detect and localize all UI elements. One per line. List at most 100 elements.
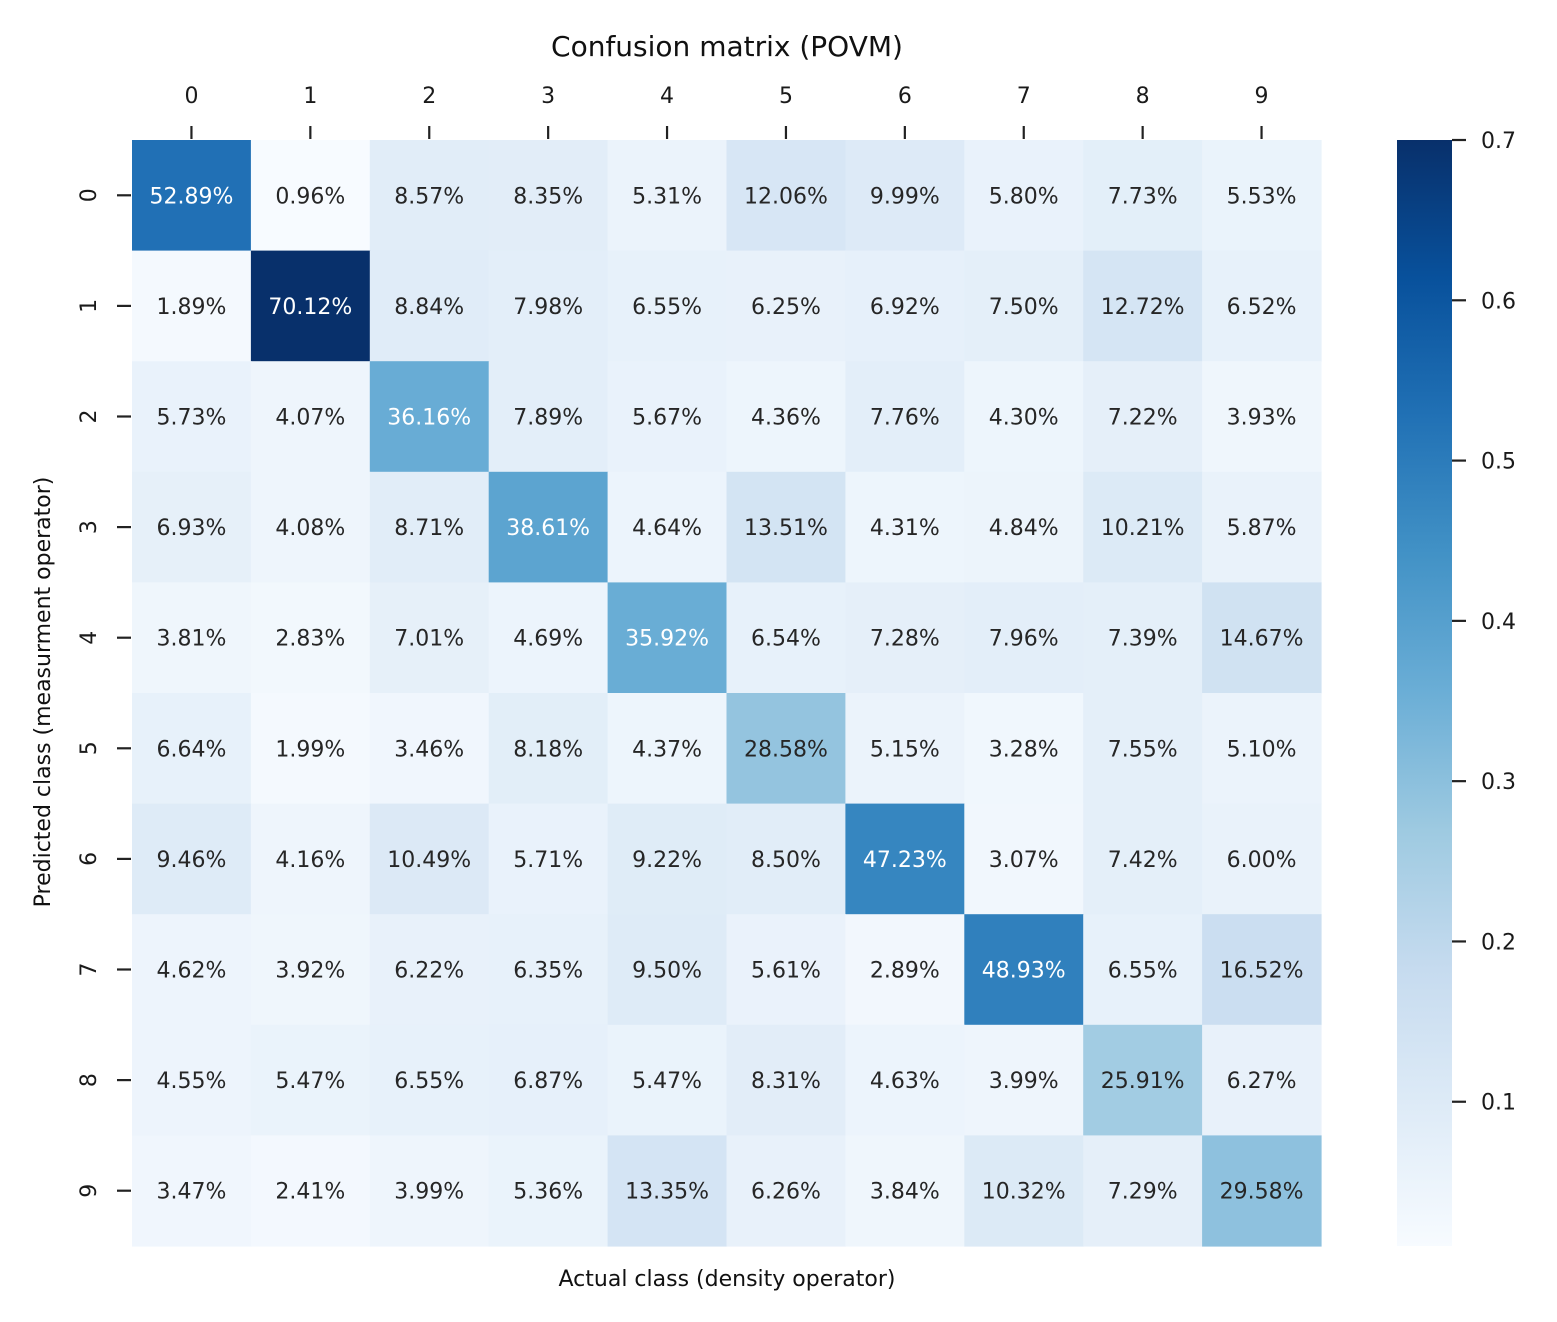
chart-title: Confusion matrix (POVM) [551, 30, 903, 63]
cell-label: 13.51% [744, 516, 828, 541]
cell-label: 4.30% [989, 406, 1059, 431]
heatmap-cell [1202, 1135, 1322, 1247]
cell-label: 2.83% [275, 627, 345, 652]
heatmap-cell [607, 582, 728, 694]
heatmap-cell [250, 250, 371, 362]
heatmap-cell [607, 471, 728, 583]
heatmap-cell [1202, 471, 1322, 583]
cell-label: 5.47% [632, 1069, 702, 1094]
x-tick-label: 4 [660, 84, 674, 109]
cell-label: 10.21% [1101, 516, 1185, 541]
heatmap-cell [845, 140, 965, 252]
x-tick-label: 2 [422, 84, 436, 109]
y-tick-label: 3 [77, 520, 102, 534]
cell-label: 7.98% [513, 295, 583, 320]
cell-label: 6.93% [157, 516, 227, 541]
cell-label: 8.18% [513, 737, 583, 762]
cell-label: 5.71% [513, 848, 583, 873]
x-tick-label: 0 [184, 84, 198, 109]
cell-label: 10.32% [982, 1180, 1066, 1205]
heatmap-cell [726, 1135, 846, 1247]
cell-label: 3.07% [989, 848, 1059, 873]
heatmap-cell [964, 914, 1084, 1026]
cell-label: 14.67% [1220, 627, 1304, 652]
heatmap-cell [488, 1135, 609, 1247]
heatmap-cell [132, 582, 252, 694]
heatmap-cell [1083, 471, 1203, 583]
cell-label: 12.72% [1101, 295, 1185, 320]
cell-label: 7.29% [1108, 1180, 1178, 1205]
cell-label: 6.25% [751, 295, 821, 320]
heatmap-cell [369, 803, 490, 915]
colorbar-tick-label: 0.4 [1481, 610, 1516, 635]
x-axis: 0 1 2 3 4 5 6 7 8 9 [184, 84, 1269, 139]
heatmap-cell [726, 140, 846, 252]
heatmap-cell [726, 803, 846, 915]
cell-label: 8.35% [513, 184, 583, 209]
cell-label: 5.15% [870, 737, 940, 762]
cell-label: 4.63% [870, 1069, 940, 1094]
cell-label: 6.22% [394, 959, 464, 984]
heatmap-cell [132, 693, 252, 805]
cell-label: 7.55% [1108, 737, 1178, 762]
heatmap-cell [1083, 1024, 1203, 1136]
cell-label: 3.93% [1227, 406, 1297, 431]
heatmap-cell [726, 250, 846, 362]
heatmap-cell [1202, 803, 1322, 915]
heatmap-cell [369, 471, 490, 583]
colorbar-tick-label: 0.2 [1481, 930, 1516, 955]
colorbar-tick-label: 0.6 [1481, 289, 1516, 314]
cell-label: 6.92% [870, 295, 940, 320]
cell-label: 8.31% [751, 1069, 821, 1094]
cell-label: 6.87% [513, 1069, 583, 1094]
heatmap-cell [964, 140, 1084, 252]
heatmap-cell [488, 471, 609, 583]
heatmap-cell [250, 471, 371, 583]
colorbar: 0.1 0.2 0.3 0.4 0.5 0.6 0.7 [1397, 129, 1516, 1246]
y-axis-label: Predicted class (measurment operator) [31, 477, 56, 908]
cell-label: 7.50% [989, 295, 1059, 320]
cell-label: 4.84% [989, 516, 1059, 541]
heatmap-cell [1083, 250, 1203, 362]
heatmap-cell [845, 1024, 965, 1136]
heatmap-cell [369, 1135, 490, 1247]
cell-label: 8.71% [394, 516, 464, 541]
heatmap-cell [488, 693, 609, 805]
heatmap-cell [964, 803, 1084, 915]
cell-label: 4.55% [157, 1069, 227, 1094]
heatmap-cell [1083, 803, 1203, 915]
heatmap-cell [132, 471, 252, 583]
cell-label: 6.52% [1227, 295, 1297, 320]
colorbar-tick-label: 0.7 [1481, 129, 1516, 154]
colorbar-tick-label: 0.3 [1481, 770, 1516, 795]
cell-label: 9.46% [157, 848, 227, 873]
cell-label: 5.31% [632, 184, 702, 209]
cell-label: 4.07% [275, 406, 345, 431]
cell-label: 7.73% [1108, 184, 1178, 209]
cell-label: 7.76% [870, 406, 940, 431]
heatmap-cell [845, 471, 965, 583]
y-tick-label: 1 [77, 299, 102, 313]
cell-label: 5.67% [632, 406, 702, 431]
y-tick-label: 4 [77, 631, 102, 645]
cell-label: 6.35% [513, 959, 583, 984]
y-tick-label: 7 [77, 963, 102, 977]
cell-label: 7.96% [989, 627, 1059, 652]
y-axis: 0 1 2 3 4 5 6 7 8 9 [77, 188, 131, 1198]
cell-label: 8.50% [751, 848, 821, 873]
cell-label: 5.36% [513, 1180, 583, 1205]
heatmap-cell [488, 1024, 609, 1136]
heatmap-cell [369, 582, 490, 694]
cell-label: 7.22% [1108, 406, 1178, 431]
cell-label: 1.99% [275, 737, 345, 762]
x-tick-label: 1 [303, 84, 317, 109]
heatmap-cell [132, 803, 252, 915]
cell-label: 10.49% [387, 848, 471, 873]
cell-label: 4.16% [275, 848, 345, 873]
x-tick-label: 8 [1136, 84, 1150, 109]
heatmap-cell [964, 471, 1084, 583]
heatmap-cell [607, 140, 728, 252]
heatmap-cell [1083, 1135, 1203, 1247]
x-tick-label: 9 [1255, 84, 1269, 109]
